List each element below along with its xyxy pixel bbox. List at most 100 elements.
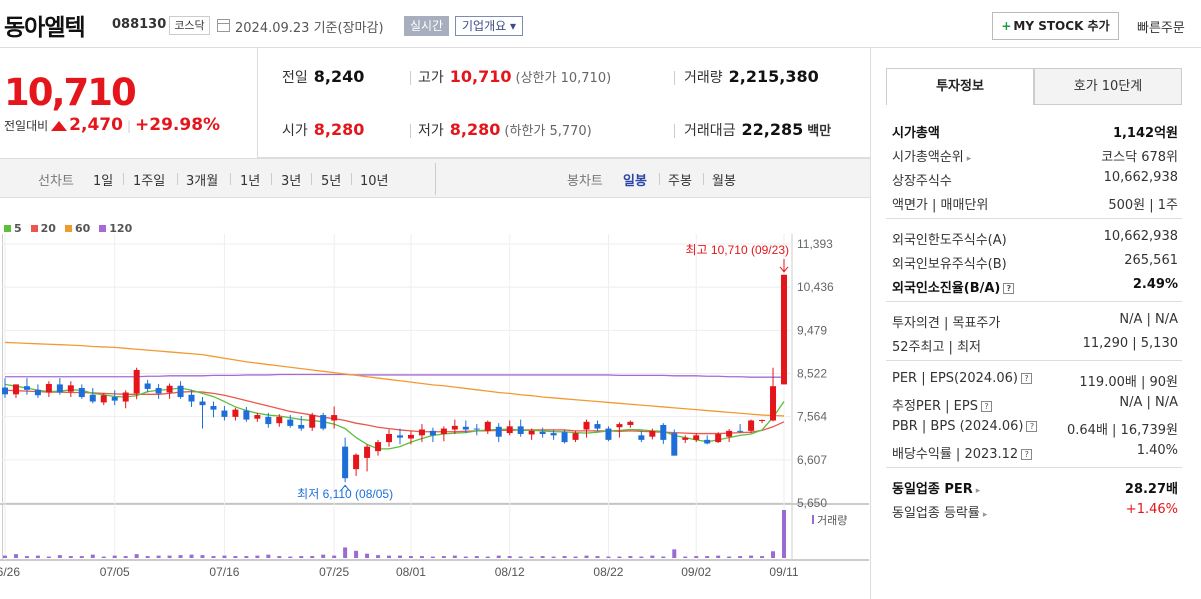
candle-body bbox=[759, 420, 766, 422]
info-key: 외국인한도주식수(A) bbox=[892, 229, 1007, 248]
period-bar: 선차트 1일 1주일 3개월 1년 3년 5년 10년 봉차트 일봉 주봉 월봉 bbox=[0, 158, 870, 198]
divider bbox=[659, 173, 660, 185]
stat-label: 시가 bbox=[282, 123, 308, 139]
volume-bar bbox=[46, 556, 51, 558]
info-row[interactable]: 동일업종 PER ▸ 28.27배 bbox=[886, 474, 1182, 498]
candle-body bbox=[89, 394, 96, 402]
help-icon[interactable]: ? bbox=[1026, 421, 1038, 432]
volume-bar bbox=[244, 556, 249, 558]
add-my-stock-label: MY STOCK 추가 bbox=[1013, 19, 1110, 33]
legend-label: 60 bbox=[74, 222, 91, 235]
candle-body bbox=[221, 410, 228, 417]
period-10y[interactable]: 10년 bbox=[360, 174, 389, 189]
candle-body bbox=[188, 394, 195, 402]
volume-bar bbox=[760, 556, 765, 558]
max-annotation: 최고 10,710 (09/23) bbox=[686, 243, 789, 257]
legend-ma120: 120 bbox=[99, 222, 132, 235]
candle-body bbox=[572, 433, 579, 440]
candle-weekly[interactable]: 주봉 bbox=[668, 174, 692, 189]
candle-monthly[interactable]: 월봉 bbox=[712, 174, 736, 189]
help-icon[interactable]: ? bbox=[1021, 449, 1033, 460]
help-icon[interactable]: ? bbox=[1003, 283, 1015, 294]
volume-bar bbox=[101, 556, 106, 558]
max-arrow-head bbox=[779, 266, 789, 273]
period-3m[interactable]: 3개월 bbox=[186, 174, 219, 189]
info-value: N/A | N/A bbox=[1119, 312, 1178, 327]
candle-body bbox=[561, 432, 568, 443]
price-chart-area: 5 20 60 120 11,393 10,436 9,479 8,522 7,564 6,60… bbox=[0, 198, 870, 599]
volume-bar bbox=[716, 555, 721, 558]
info-row: 상장주식수 10,662,938 bbox=[886, 166, 1182, 190]
tab-invest-info[interactable]: 투자정보 bbox=[886, 68, 1034, 105]
info-value: 코스닥 678위 bbox=[1101, 150, 1178, 165]
divider bbox=[123, 173, 124, 185]
candle-body bbox=[265, 416, 272, 425]
info-key: 외국인소진율(B/A)? bbox=[892, 277, 1015, 296]
period-3y[interactable]: 3년 bbox=[281, 174, 302, 189]
add-my-stock-button[interactable]: + MY STOCK 추가 bbox=[992, 12, 1119, 40]
candle-body bbox=[364, 446, 371, 458]
volume-bar bbox=[288, 556, 293, 558]
price-change: 전일대비 2,470 | +29.98% bbox=[4, 115, 220, 135]
stock-header: 동아엘텍 088130 코스닥 2024.09.23 기준(장마감) 실시간 기… bbox=[0, 0, 1201, 48]
candle-body bbox=[660, 424, 667, 440]
volume-bar bbox=[474, 556, 479, 558]
volume-bar bbox=[595, 556, 600, 558]
candle-body bbox=[638, 435, 645, 440]
quick-order-link[interactable]: 빠른주문 bbox=[1137, 21, 1185, 36]
info-section: 투자의견 | 목표주가 N/A | N/A 52주최고 | 최저 11,290 | 5… bbox=[886, 302, 1182, 361]
basis-date: 2024.09.23 기준(장마감) bbox=[235, 17, 384, 36]
stat-label: 저가 bbox=[418, 123, 444, 139]
volume-bar bbox=[441, 556, 446, 558]
invest-info-list: 시가총액 1,142억원 시가총액순위 ▸ 코스닥 678위 상장주식수 10,662,93… bbox=[886, 116, 1182, 526]
legend-swatch bbox=[99, 225, 107, 232]
candle-body bbox=[726, 430, 733, 437]
period-1y[interactable]: 1년 bbox=[240, 174, 261, 189]
candle-body bbox=[243, 410, 250, 420]
candle-section bbox=[435, 163, 865, 195]
info-value: 1.40% bbox=[1136, 443, 1178, 458]
candle-body bbox=[254, 415, 261, 419]
lower-limit: (하한가 5,770) bbox=[504, 124, 592, 139]
change-label: 전일대비 bbox=[4, 119, 49, 133]
info-key: 투자의견 | 목표주가 bbox=[892, 312, 1000, 331]
stock-code: 088130 bbox=[112, 17, 167, 32]
candle-body bbox=[737, 430, 744, 432]
period-1w[interactable]: 1주일 bbox=[133, 174, 166, 189]
y-tick-label: 7,564 bbox=[797, 410, 827, 424]
change-percent: +29.98% bbox=[135, 115, 221, 135]
info-row[interactable]: 시가총액순위 ▸ 코스닥 678위 bbox=[886, 142, 1182, 166]
help-icon[interactable]: ? bbox=[980, 401, 992, 412]
stat-open: 시가 8,280 bbox=[282, 120, 364, 140]
y-tick-label: 6,607 bbox=[797, 453, 827, 467]
volume-bar bbox=[430, 556, 435, 558]
volume-bar bbox=[529, 556, 534, 558]
calendar-icon bbox=[217, 19, 230, 32]
volume-label: 거래량 bbox=[817, 514, 847, 527]
volume-bar bbox=[189, 554, 194, 558]
company-overview-button[interactable]: 기업개요 ▾ bbox=[455, 16, 523, 36]
tab-hoga[interactable]: 호가 10단계 bbox=[1034, 68, 1182, 105]
candlestick-chart[interactable]: 11,393 10,436 9,479 8,522 7,564 6,607 5,650 06/… bbox=[0, 198, 870, 599]
info-value: 265,561 bbox=[1124, 253, 1178, 268]
stat-value: 8,280 bbox=[449, 120, 501, 139]
period-1d[interactable]: 1일 bbox=[93, 174, 114, 189]
help-icon[interactable]: ? bbox=[1020, 373, 1032, 384]
candle-body bbox=[12, 384, 19, 395]
period-5y[interactable]: 5년 bbox=[321, 174, 342, 189]
candle-daily[interactable]: 일봉 bbox=[623, 174, 647, 189]
volume-bar bbox=[496, 555, 501, 558]
min-arrow-head bbox=[340, 484, 350, 491]
candle-body bbox=[770, 386, 777, 421]
volume-bar bbox=[738, 556, 743, 558]
volume-bar bbox=[365, 553, 370, 558]
info-key: 시가총액순위 ▸ bbox=[892, 146, 971, 165]
candle-body bbox=[375, 442, 382, 452]
candle-body bbox=[177, 385, 184, 398]
volume-bar bbox=[35, 555, 40, 558]
info-key-text: 시가총액순위 bbox=[892, 150, 964, 165]
info-row[interactable]: 동일업종 등락률 ▸ +1.46% bbox=[886, 498, 1182, 522]
ma60-line bbox=[4, 341, 785, 417]
candle-body bbox=[276, 416, 283, 424]
realtime-button[interactable]: 실시간 bbox=[404, 16, 449, 36]
